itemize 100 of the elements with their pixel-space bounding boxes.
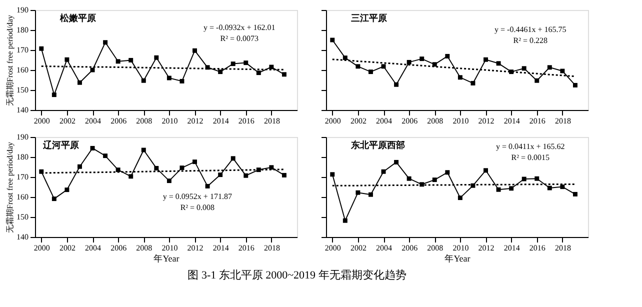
point [269, 64, 274, 70]
x-tick-label: 2002 [350, 244, 366, 252]
x-tick-label: 2014 [212, 116, 229, 126]
point [432, 62, 437, 67]
x-tick-label: 2008 [136, 116, 152, 126]
point [103, 154, 108, 158]
point [534, 78, 540, 83]
chart-title: 东北平原西部 [350, 140, 405, 150]
x-tick-label: 2012 [187, 116, 204, 126]
point [356, 190, 360, 195]
point [381, 169, 386, 174]
x-tick-label: 2016 [238, 244, 254, 252]
y-tick-label: 180 [16, 26, 28, 34]
point [166, 76, 172, 80]
point [116, 168, 120, 172]
x-tick-label: 2018 [264, 116, 280, 126]
y-tick-label: 150 [16, 86, 28, 94]
x-tick-label: 2008 [427, 116, 444, 126]
point [496, 61, 501, 66]
point [560, 68, 565, 74]
point [52, 92, 56, 98]
point [470, 80, 476, 86]
point [269, 165, 274, 170]
x-tick-label: 2006 [402, 244, 418, 252]
x-tick-label: 2012 [187, 244, 204, 252]
y-axis-title: 无霜期Frost free period/day [6, 142, 14, 234]
point [420, 56, 424, 62]
point [522, 66, 526, 71]
x-tick-label: 2012 [478, 116, 494, 126]
x-tick-label: 2004 [376, 116, 392, 126]
annotation: R² = 0.228 [513, 36, 548, 45]
point [368, 70, 373, 74]
x-tick-label: 2002 [59, 244, 76, 252]
point [381, 64, 386, 69]
x-tick-label: 2012 [478, 244, 494, 252]
x-tick-label: 2006 [402, 116, 418, 126]
point [282, 172, 286, 178]
x-tick-label: 2016 [529, 116, 546, 126]
y-tick-label: 140 [16, 232, 28, 242]
point [394, 82, 399, 87]
point [484, 57, 488, 62]
annotation: R² = 0.008 [180, 203, 215, 212]
point [560, 184, 565, 190]
point [154, 55, 159, 60]
point [141, 148, 146, 152]
x-tick-label: 2016 [529, 244, 546, 252]
point [128, 174, 134, 179]
point [116, 59, 120, 64]
x-tick-label: 2000 [324, 244, 341, 252]
y-tick-label: 140 [16, 106, 28, 114]
annotation: R² = 0.0015 [511, 153, 550, 162]
point [128, 58, 134, 62]
annotation: R² = 0.0073 [220, 34, 258, 43]
x-tick-label: 2018 [554, 116, 571, 126]
point [330, 38, 335, 42]
y-tick-label: 160 [16, 66, 28, 74]
point [547, 65, 552, 70]
point [244, 60, 248, 66]
x-tick-label: 2004 [85, 116, 102, 126]
point [445, 170, 450, 175]
point [180, 78, 184, 84]
y-axis-title: 无霜期Frost free period/day [6, 14, 14, 106]
point [218, 172, 223, 178]
x-tick-label: 2010 [162, 244, 178, 252]
point [90, 146, 95, 150]
x-tick-label: 2016 [238, 116, 254, 126]
point [547, 186, 552, 190]
annotation: y = -0.0932x + 162.01 [204, 23, 276, 32]
point [342, 56, 348, 60]
point [534, 176, 540, 181]
y-tick-label: 190 [16, 6, 28, 14]
chart-title: 三江平原 [351, 13, 387, 23]
point [368, 192, 373, 197]
point [522, 176, 526, 182]
x-tick-label: 2018 [554, 244, 571, 252]
point [39, 46, 44, 51]
annotation: y = -0.4461x + 165.75 [494, 25, 566, 34]
x-tick-label: 2002 [59, 116, 76, 126]
point [166, 178, 172, 184]
point [432, 178, 437, 182]
x-tick-label: 2008 [427, 244, 444, 252]
point [572, 192, 578, 196]
point [141, 78, 146, 83]
chart-title: 辽河平原 [42, 140, 79, 150]
point [230, 62, 236, 66]
point [458, 196, 462, 200]
y-tick-label: 180 [16, 152, 28, 162]
x-tick-label: 2000 [34, 116, 50, 126]
point [180, 166, 184, 170]
x-tick-label: 2008 [136, 244, 152, 252]
y-tick-label: 190 [16, 132, 28, 142]
point [458, 75, 462, 80]
x-tick-label: 2010 [162, 116, 178, 126]
x-tick-label: 2000 [324, 116, 341, 126]
point [394, 160, 399, 164]
point [509, 186, 514, 191]
point [154, 166, 159, 170]
x-axis-title: 年Year [444, 254, 470, 264]
y-tick-label: 160 [16, 192, 28, 202]
point [218, 70, 223, 74]
